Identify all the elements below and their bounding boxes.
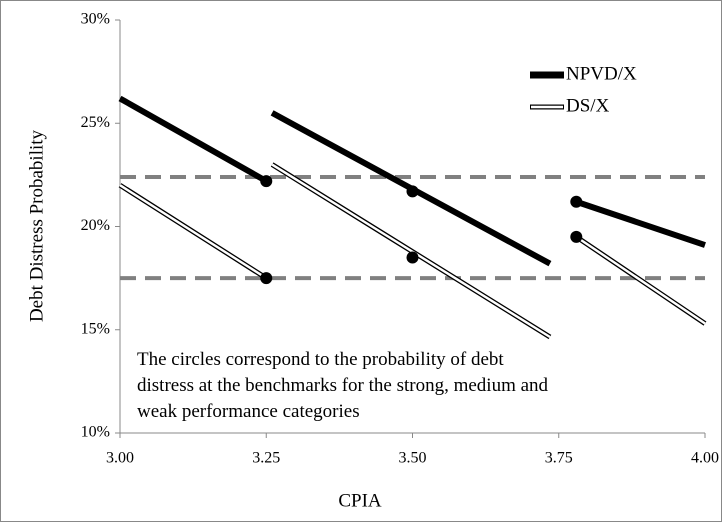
x-axis-label: CPIA xyxy=(338,490,382,511)
y-tick-label: 25% xyxy=(81,114,110,131)
y-tick-label: 15% xyxy=(81,320,110,337)
x-tick-label: 3.00 xyxy=(106,450,134,467)
x-tick-label: 3.75 xyxy=(545,450,573,467)
legend-label: DS/X xyxy=(566,95,610,116)
y-tick-label: 20% xyxy=(81,217,110,234)
benchmark-marker xyxy=(260,175,273,188)
benchmark-marker xyxy=(406,185,419,198)
legend-label: NPVD/X xyxy=(566,63,637,84)
benchmark-marker xyxy=(570,195,583,208)
benchmark-marker xyxy=(406,251,419,264)
annotation: distress at the benchmarks for the stron… xyxy=(137,375,549,396)
benchmark-marker xyxy=(260,272,273,285)
x-tick-label: 3.25 xyxy=(252,450,280,467)
y-axis-label: Debt Distress Probability xyxy=(26,129,47,322)
series-line-inner xyxy=(119,163,706,338)
benchmark-marker xyxy=(570,230,583,243)
y-tick-label: 10% xyxy=(81,424,110,441)
y-tick-label: 30% xyxy=(81,11,110,28)
x-tick-label: 4.00 xyxy=(691,450,719,467)
annotation: The circles correspond to the probabilit… xyxy=(137,349,504,370)
x-tick-label: 3.50 xyxy=(399,450,427,467)
annotation: weak performance categories xyxy=(137,401,360,422)
